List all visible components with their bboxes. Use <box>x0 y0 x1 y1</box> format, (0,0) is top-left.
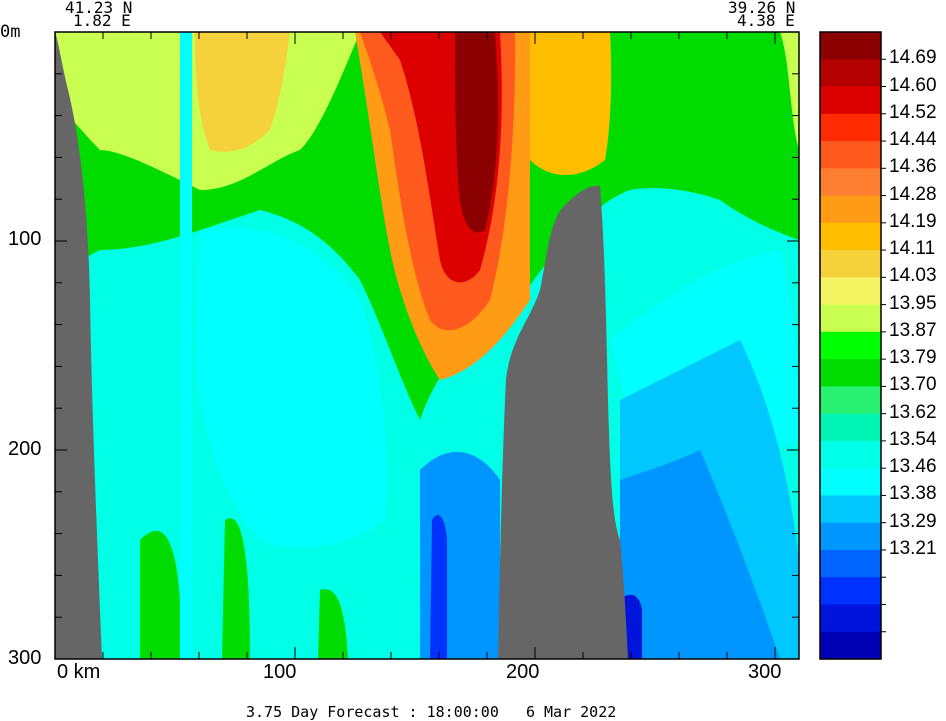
colorbar-swatch <box>820 277 881 306</box>
colorbar-label: 13.21 <box>889 537 937 559</box>
colorbar-label: 13.70 <box>889 374 937 396</box>
colorbar-swatch <box>820 413 881 442</box>
y-tick-100: 100 <box>8 228 42 250</box>
y-tick-200: 200 <box>8 438 42 460</box>
colorbar-label: 14.28 <box>889 183 937 205</box>
right-latitude: 39.26 N <box>728 0 796 17</box>
right-longitude: 4.38 E <box>737 11 795 30</box>
x-tick-200: 200 <box>506 661 540 683</box>
colorbar-swatch <box>820 195 881 224</box>
band-maroon-core <box>455 32 498 233</box>
colorbar-swatch <box>820 522 881 551</box>
colorbar-swatch <box>820 440 881 469</box>
colorbar-swatch <box>820 468 881 496</box>
left-longitude: 1.82 E <box>73 11 131 30</box>
band-green-stripe-3 <box>318 589 348 659</box>
colorbar-label: 14.44 <box>889 129 937 151</box>
colorbar-label: 13.79 <box>889 347 937 369</box>
band-orange-top-mid <box>530 32 612 175</box>
colorbar-label: 14.52 <box>889 101 937 123</box>
colorbar-swatch <box>820 631 881 660</box>
colorbar-swatch <box>820 495 881 524</box>
colorbar-swatch <box>820 549 881 578</box>
band-cyan-deep <box>195 227 387 549</box>
colorbar-swatch <box>820 386 881 415</box>
colorbar-swatch <box>820 331 881 360</box>
colorbar-label: 14.03 <box>889 265 937 287</box>
land-right-seamount <box>498 185 628 659</box>
colorbar-swatch <box>820 168 881 197</box>
colorbar-label: 13.46 <box>889 456 937 478</box>
colorbar-label: 13.54 <box>889 428 937 450</box>
band-yellow-left <box>195 32 290 152</box>
colorbar-label: 14.36 <box>889 156 937 178</box>
left-latitude: 41.23 N <box>65 0 133 17</box>
land-left <box>55 32 102 659</box>
band-green-stripe-1 <box>140 530 180 659</box>
band-green-stripe-2 <box>222 518 250 659</box>
x-tick-0: 0 km <box>57 661 101 683</box>
colorbar-swatch <box>820 304 881 333</box>
colorbar-label: 14.19 <box>889 210 937 232</box>
colorbar-label: 14.60 <box>889 74 937 96</box>
colorbar-swatch <box>820 32 881 60</box>
colorbar-swatch <box>820 250 881 278</box>
band-blue-right2 <box>620 450 780 659</box>
colorbar-swatch <box>820 222 881 251</box>
y-tick-0: 0m <box>0 22 21 42</box>
band-deepblue-mid <box>430 515 447 659</box>
colorbar-swatch <box>820 86 881 115</box>
forecast-caption: 3.75 Day Forecast : 18:00:00 6 Mar 2022 <box>246 703 617 721</box>
axis-ticks <box>54 31 799 660</box>
plot-frame <box>54 31 800 660</box>
colorbar-label: 13.38 <box>889 483 937 505</box>
colorbar-frame <box>819 31 882 660</box>
band-cyan-stripe <box>180 32 192 659</box>
colorbar-label: 13.87 <box>889 319 937 341</box>
colorbar-swatch <box>820 59 881 88</box>
colorbar-label: 13.62 <box>889 401 937 423</box>
colorbar-swatch <box>820 359 881 387</box>
colorbar-label: 14.11 <box>889 238 936 260</box>
colorbar <box>820 32 886 660</box>
plot-area <box>55 32 799 659</box>
colorbar-label: 13.29 <box>889 510 937 532</box>
colorbar-swatch <box>820 113 881 142</box>
y-tick-300: 300 <box>8 647 42 669</box>
colorbar-swatch <box>820 604 881 633</box>
x-tick-300: 300 <box>748 661 782 683</box>
x-tick-100: 100 <box>263 661 297 683</box>
colorbar-label: 13.95 <box>889 292 937 314</box>
colorbar-label: 14.69 <box>889 47 937 69</box>
colorbar-swatch <box>820 141 881 169</box>
colorbar-swatch <box>820 577 881 605</box>
